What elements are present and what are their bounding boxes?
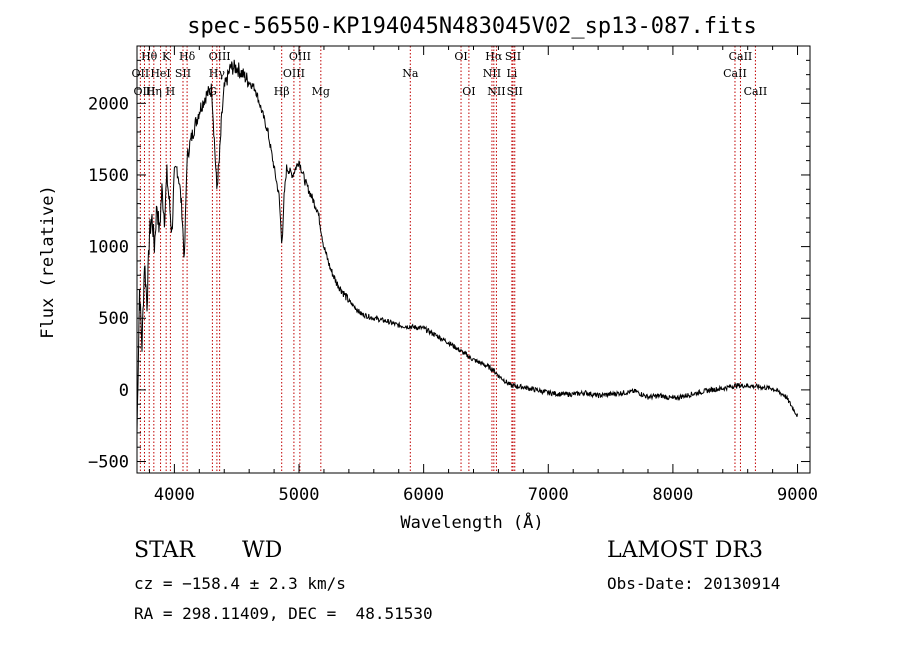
object-subclass: WD	[242, 538, 283, 563]
y-axis: −500 0 500 1000 1500 2000	[88, 59, 810, 473]
obs-date: Obs-Date: 20130914	[607, 574, 781, 593]
redshift-cz: cz = −158.4 ± 2.3 km/s	[134, 574, 346, 593]
x-tick-label-2: 6000	[403, 485, 444, 505]
line-label-9: OIII	[209, 50, 231, 63]
y-tick-label-5: 2000	[88, 94, 129, 114]
y-tick-label-1: 0	[119, 381, 129, 401]
line-label-15: Mg	[312, 85, 330, 98]
line-label-11: G	[208, 85, 217, 98]
y-tick-label-0: −500	[88, 453, 129, 473]
flux-series	[136, 59, 798, 434]
line-label-23: Li	[506, 67, 517, 80]
x-tick-label-3: 7000	[528, 485, 569, 505]
line-label-21: NII	[487, 85, 505, 98]
x-tick-label-4: 8000	[652, 485, 693, 505]
ra-dec: RA = 298.11409, DEC = 48.51530	[134, 604, 433, 623]
line-label-19: Hα	[485, 50, 503, 63]
line-label-2: OIII	[133, 85, 155, 98]
line-label-7: H	[166, 85, 176, 98]
line-label-18: OI	[462, 85, 475, 98]
line-label-0: Hθ	[141, 50, 158, 63]
x-axis: 4000 5000 6000 7000 8000 9000	[148, 46, 818, 505]
line-label-20: NII	[483, 67, 501, 80]
line-label-6: SII	[175, 67, 191, 80]
chart-title: spec-56550-KP194045N483045V02_sp13-087.f…	[187, 14, 757, 39]
x-tick-label-0: 4000	[154, 485, 195, 505]
y-tick-label-2: 500	[98, 309, 129, 329]
line-label-24: SII	[507, 85, 523, 98]
y-axis-label: Flux (relative)	[38, 185, 58, 339]
line-label-14: OIII	[283, 67, 305, 80]
x-axis-label: Wavelength (Å)	[400, 511, 543, 533]
line-label-13: OIII	[289, 50, 311, 63]
line-label-8: Hδ	[179, 50, 196, 63]
line-label-5: Hη	[146, 85, 162, 98]
line-label-26: CaII	[723, 67, 747, 80]
line-label-17: OI	[454, 50, 467, 63]
line-label-1: OII	[132, 67, 150, 80]
line-label-22: SII	[505, 50, 521, 63]
y-tick-label-3: 1000	[88, 238, 129, 258]
object-class: STAR	[134, 538, 195, 563]
line-label-12: Hβ	[274, 85, 290, 98]
x-tick-label-1: 5000	[279, 485, 320, 505]
spectral-line-markers: Hθ OII OIII K HeI Hη SII H Hδ OIII Hγ G Hβ OIII OIII Mg…	[132, 46, 768, 473]
line-label-16: Na	[402, 67, 419, 80]
line-label-3: K	[162, 50, 171, 63]
plot-frame	[136, 45, 811, 474]
flux-line	[136, 59, 798, 434]
line-label-27: CaII	[744, 85, 768, 98]
x-tick-label-5: 9000	[777, 485, 818, 505]
line-label-25: CaII	[729, 50, 753, 63]
line-label-10: Hγ	[209, 67, 226, 80]
survey-name: LAMOST DR3	[607, 538, 763, 563]
line-label-4: HeI	[150, 67, 170, 80]
y-tick-label-4: 1500	[88, 166, 129, 186]
